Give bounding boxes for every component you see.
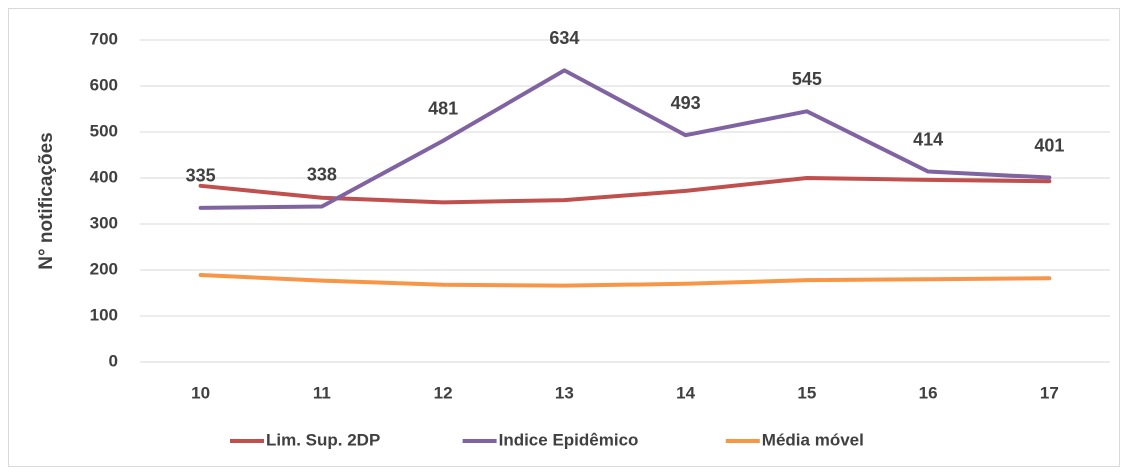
- y-tick-label: 400: [90, 167, 118, 186]
- y-axis-label: N° notificações: [36, 132, 57, 269]
- y-tick-label: 0: [109, 351, 118, 370]
- x-tick-label: 12: [434, 383, 453, 402]
- y-tick-label: 200: [90, 259, 118, 278]
- series-line: [198, 176, 1052, 205]
- data-label: 335: [186, 166, 216, 186]
- x-tick-label: 15: [797, 383, 816, 402]
- legend-label: Lim. Sup. 2DP: [266, 430, 380, 449]
- legend-label: Indice Epidêmico: [499, 430, 639, 449]
- series-line: [198, 273, 1052, 288]
- data-label: 481: [428, 98, 458, 118]
- data-label: 338: [307, 164, 337, 184]
- data-label: 634: [549, 28, 579, 48]
- x-tick-label: 16: [919, 383, 938, 402]
- y-tick-label: 600: [90, 75, 118, 94]
- chart-border: [8, 8, 1120, 467]
- x-tick-label: 13: [555, 383, 574, 402]
- legend-label: Média móvel: [762, 430, 864, 449]
- x-tick-label: 14: [676, 383, 695, 402]
- data-label: 493: [671, 93, 701, 113]
- data-label: 401: [1034, 135, 1064, 155]
- x-tick-label: 17: [1040, 383, 1059, 402]
- data-label: 414: [913, 129, 943, 149]
- y-tick-label: 500: [90, 121, 118, 140]
- x-tick-label: 11: [313, 383, 331, 402]
- data-label: 545: [792, 69, 822, 89]
- y-tick-label: 700: [90, 29, 118, 48]
- y-tick-label: 100: [90, 305, 118, 324]
- x-tick-label: 10: [191, 383, 210, 402]
- y-tick-label: 300: [90, 213, 118, 232]
- series-line: [198, 68, 1052, 210]
